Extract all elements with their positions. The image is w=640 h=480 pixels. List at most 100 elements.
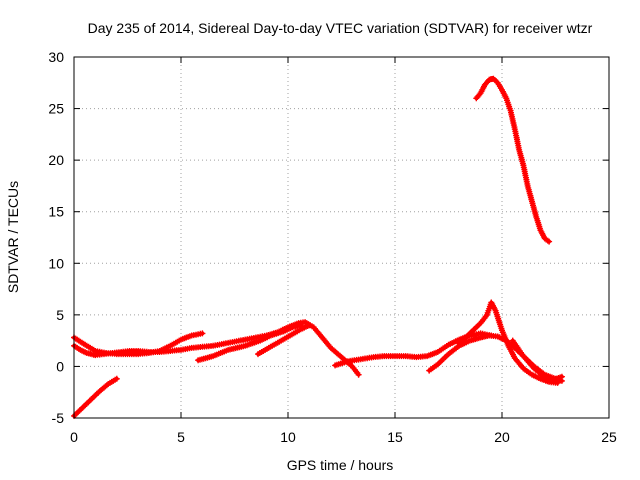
data-point [479,91,483,95]
y-tick-label: 15 [48,204,64,220]
data-point [222,342,226,346]
data-point [179,338,183,342]
data-point [496,81,500,85]
data-point [427,369,431,373]
data-point [521,367,525,370]
x-tick-label: 5 [177,429,185,445]
data-point [256,352,260,356]
data-point [479,336,483,339]
data-point [526,184,530,188]
data-point [89,397,93,401]
data-point [258,339,262,343]
data-point [288,334,292,337]
data-point [282,329,286,333]
data-point [468,331,472,335]
chart-title: Day 235 of 2014, Sidereal Day-to-day VTE… [88,20,593,36]
x-tick-label: 20 [494,429,510,445]
data-point [468,339,472,343]
data-point [277,340,281,344]
data-point [487,78,491,82]
data-point [513,127,517,131]
data-point [333,363,337,367]
data-point [489,301,493,304]
data-point [211,354,215,358]
plot-frame [73,56,610,419]
data-point [372,355,376,359]
data-point [539,228,542,232]
data-point [530,199,534,203]
series-markers [71,319,362,378]
data-point [517,148,521,152]
data-point [136,352,140,356]
data-point [200,345,204,349]
data-point [243,338,247,342]
data-point [543,375,547,379]
data-point [500,328,504,332]
data-point [513,356,517,360]
data-point [551,378,555,382]
data-point [85,344,89,348]
series-track-1 [71,319,362,378]
data-point [457,342,461,346]
data-point [393,354,397,358]
data-point [494,309,498,313]
y-tick-label: 25 [48,101,64,117]
data-point [346,359,350,363]
series-track-4 [195,322,304,364]
data-point [404,354,408,358]
data-point [487,334,491,337]
data-point [521,163,525,167]
data-point [196,358,200,362]
data-point [243,344,247,348]
y-axis-label: SDTVAR / TECUs [5,181,21,293]
data-point [509,109,513,113]
series-markers [195,322,304,364]
series-track-5 [255,322,313,358]
series-markers [71,375,120,419]
x-tick-label: 10 [280,429,296,445]
data-point [485,313,489,317]
x-axis-label: GPS time / hours [287,457,394,473]
data-series [71,75,565,419]
data-point [267,346,271,350]
data-point [290,325,294,329]
data-point [521,354,525,358]
series-markers [473,75,553,245]
data-point [534,215,538,219]
data-point [479,331,483,335]
data-point [98,389,102,393]
data-point [307,323,311,327]
data-point [106,382,110,386]
data-point [547,240,551,244]
data-point [447,343,450,347]
data-point [320,336,324,339]
grid-lines [74,57,609,418]
data-point [543,237,547,240]
data-point [226,348,230,352]
data-point [425,354,429,358]
data-point [115,377,119,381]
y-tick-label: 30 [48,49,64,65]
data-point [190,334,194,337]
data-point [299,327,303,331]
y-tick-label: 5 [56,307,64,323]
data-point [500,88,504,92]
data-point [128,349,132,353]
data-point [168,344,172,348]
data-point [414,355,418,359]
data-point [382,354,386,358]
data-point [200,331,204,335]
data-point [78,348,82,352]
data-point [299,323,303,327]
data-point [350,364,354,368]
data-point [254,336,258,339]
series-track-9 [509,337,565,383]
data-point [312,325,316,329]
x-tick-label: 0 [70,429,78,445]
data-point [93,349,97,353]
data-point [147,351,151,355]
data-point [158,349,162,353]
x-tick-label: 15 [387,429,403,445]
data-point [303,320,307,324]
